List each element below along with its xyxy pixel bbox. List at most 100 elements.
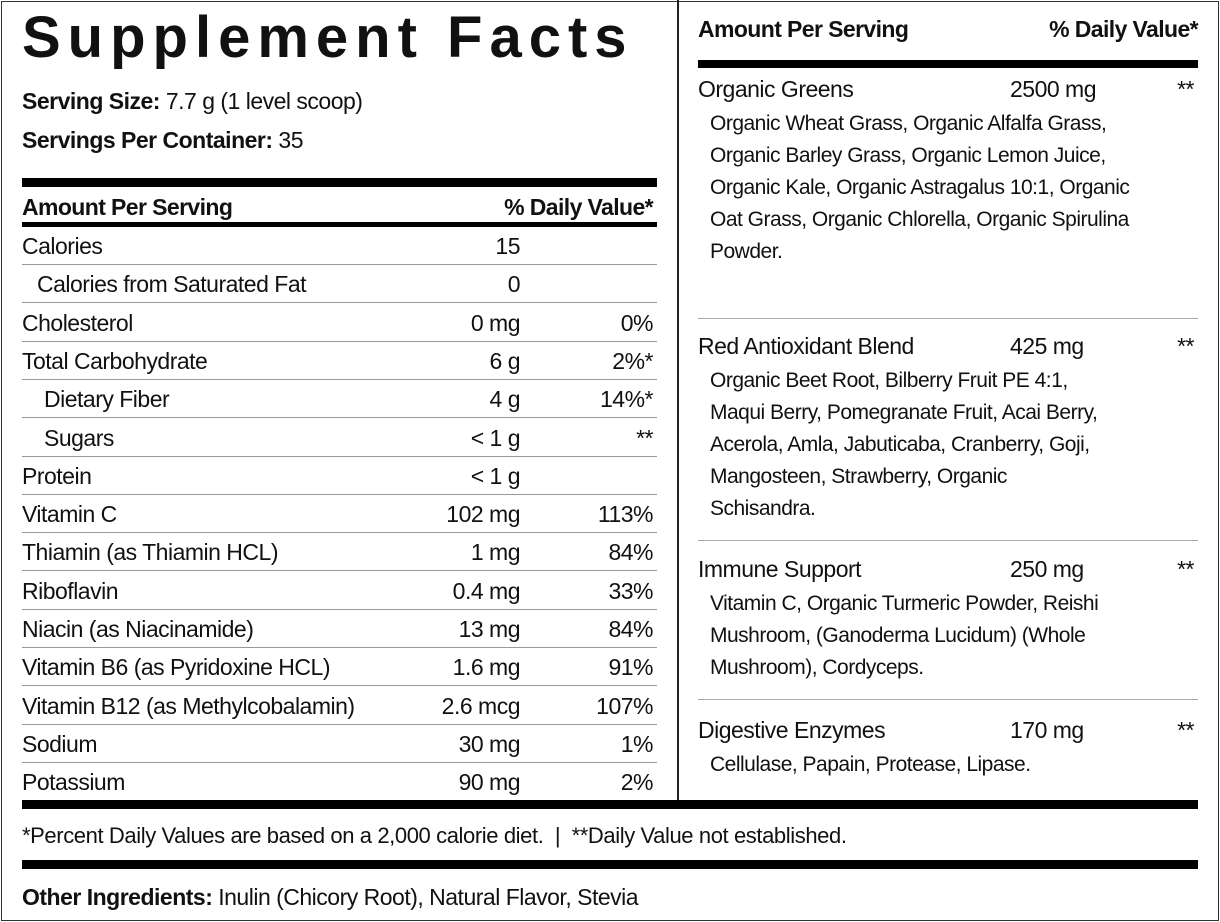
nutrient-amount: 90 mg [458, 769, 521, 796]
nutrient-daily-value: 0% [620, 309, 654, 336]
blend-amount: 170 mg [1010, 717, 1084, 743]
serving-size-value: 7.7 g (1 level scoop) [165, 88, 363, 114]
section-separator [698, 699, 1198, 700]
nutrient-amount: 15 [495, 233, 520, 259]
blend-ingredients: Vitamin C, Organic Turmeric Powder, Reis… [710, 592, 1099, 679]
nutrient-amount: 2.6 mcg [441, 692, 521, 719]
nutrient-name: Niacin (as Niacinamide) [22, 616, 254, 642]
blend-name: Digestive Enzymes [698, 717, 886, 743]
nutrient-amount: < 1 g [470, 462, 521, 489]
servings-per-container: Servings Per Container: 35 [22, 127, 304, 154]
nutrient-name: Vitamin C [22, 501, 117, 528]
nutrient-daily-value: 14%* [600, 386, 653, 413]
nutrient-amount: 102 mg [446, 501, 520, 528]
nutrient-daily-value: 2%* [612, 347, 653, 374]
nutrient-daily-value: 33% [608, 577, 653, 604]
row-separator [22, 647, 657, 648]
row-separator [22, 532, 657, 534]
nutrient-amount: 0 mg [470, 309, 521, 336]
blend-name: Organic Greens [698, 76, 854, 102]
nutrient-row: Potassium 90 mg 2% [22, 763, 657, 801]
row-separator [22, 761, 657, 763]
row-separator [22, 570, 657, 572]
nutrient-name: Vitamin B12 (as Methylcobalamin) [22, 692, 355, 719]
nutrient-row: Sodium 30 mg 1% [22, 725, 657, 763]
column-divider [677, 0, 679, 800]
other-ingredients: Other Ingredients: Inulin (Chicory Root)… [22, 884, 639, 911]
blend-ingredients: Organic Beet Root, Bilberry Fruit PE 4:1… [710, 369, 1098, 520]
nutrient-amount: 0.4 mg [452, 577, 521, 604]
divider-thick [22, 178, 657, 187]
nutrient-name: Vitamin B6 (as Pyridoxine HCL) [22, 654, 330, 681]
nutrient-row: Calories 15 [22, 227, 657, 265]
footnote: *Percent Daily Values are based on a 2,0… [22, 823, 847, 848]
blend-name: Red Antioxidant Blend [698, 333, 914, 359]
nutrient-name: Sodium [22, 730, 97, 757]
nutrient-row: Niacin (as Niacinamide) 13 mg 84% [22, 610, 657, 648]
nutrient-daily-value: 1% [620, 730, 654, 757]
divider-header [22, 222, 657, 227]
blend-name: Immune Support [698, 556, 862, 582]
nutrient-row: Riboflavin 0.4 mg 33% [22, 572, 657, 610]
nutrient-row: Vitamin B6 (as Pyridoxine HCL) 1.6 mg 91% [22, 648, 657, 687]
nutrient-daily-value: 107% [596, 692, 653, 719]
nutrient-name: Dietary Fiber [44, 386, 170, 413]
servings-label: Servings Per Container: [22, 127, 273, 153]
nutrient-daily-value: 84% [608, 616, 653, 642]
right-dv-header: % Daily Value* [1049, 16, 1198, 42]
nutrient-daily-value: ** [636, 424, 653, 451]
divider-bottom [22, 800, 1198, 809]
nutrient-name: Sugars [44, 424, 114, 451]
nutrient-daily-value: 113% [597, 501, 654, 528]
row-separator [22, 608, 657, 610]
row-separator [22, 302, 657, 304]
nutrient-amount: 1.6 mg [452, 654, 521, 681]
nutrient-name: Potassium [22, 769, 125, 796]
other-ingredients-value: Inulin (Chicory Root), Natural Flavor, S… [218, 884, 639, 910]
blend-daily-value: ** [1177, 556, 1194, 582]
nutrient-amount: 0 [507, 271, 521, 298]
serving-size-label: Serving Size: [22, 88, 160, 114]
nutrient-daily-value: 2% [620, 769, 654, 796]
nutrient-name: Calories [22, 233, 103, 259]
servings-value: 35 [278, 127, 304, 153]
nutrient-row: Thiamin (as Thiamin HCL) 1 mg 84% [22, 533, 657, 572]
row-separator [22, 455, 657, 457]
row-separator [22, 723, 657, 725]
page-title: Supplement Facts [22, 5, 634, 70]
section-separator [698, 540, 1198, 541]
blend-ingredients: Organic Wheat Grass, Organic Alfalfa Gra… [710, 112, 1130, 263]
nutrient-name: Thiamin (as Thiamin HCL) [22, 539, 278, 566]
nutrient-amount: 1 mg [470, 539, 521, 566]
nutrient-row: Cholesterol 0 mg 0% [22, 304, 657, 342]
blend-amount: 2500 mg [1010, 76, 1097, 102]
row-separator [22, 685, 657, 687]
blend-ingredients: Cellulase, Papain, Protease, Lipase. [710, 753, 1031, 776]
nutrient-name: Total Carbohydrate [22, 347, 208, 374]
nutrient-row: Dietary Fiber 4 g 14%* [22, 380, 657, 419]
nutrient-row: Calories from Saturated Fat 0 [22, 265, 657, 304]
blend-amount: 425 mg [1010, 333, 1084, 359]
blend-daily-value: ** [1177, 717, 1194, 743]
right-amount-header: Amount Per Serving [698, 16, 909, 42]
nutrient-amount: < 1 g [470, 424, 521, 451]
nutrient-row: Protein < 1 g [22, 457, 657, 495]
divider-footer [22, 860, 1198, 869]
row-separator [22, 378, 657, 380]
nutrient-amount: 6 g [489, 347, 521, 374]
left-amount-header: Amount Per Serving [22, 194, 233, 220]
row-separator [22, 493, 657, 495]
other-ingredients-label: Other Ingredients: [22, 884, 213, 910]
row-separator [22, 417, 657, 419]
nutrient-name: Protein [22, 462, 92, 489]
left-dv-header: % Daily Value* [504, 194, 653, 220]
nutrient-name: Cholesterol [22, 309, 133, 336]
row-separator [22, 340, 657, 342]
nutrient-row: Total Carbohydrate 6 g 2%* [22, 342, 657, 380]
nutrient-row: Vitamin C 102 mg 113% [22, 495, 657, 534]
nutrient-name: Calories from Saturated Fat [37, 271, 307, 298]
blend-daily-value: ** [1177, 333, 1194, 359]
nutrient-amount: 30 mg [458, 730, 521, 757]
nutrient-row: Vitamin B12 (as Methylcobalamin) 2.6 mcg 1… [22, 687, 657, 725]
divider-thick-right [698, 60, 1198, 68]
